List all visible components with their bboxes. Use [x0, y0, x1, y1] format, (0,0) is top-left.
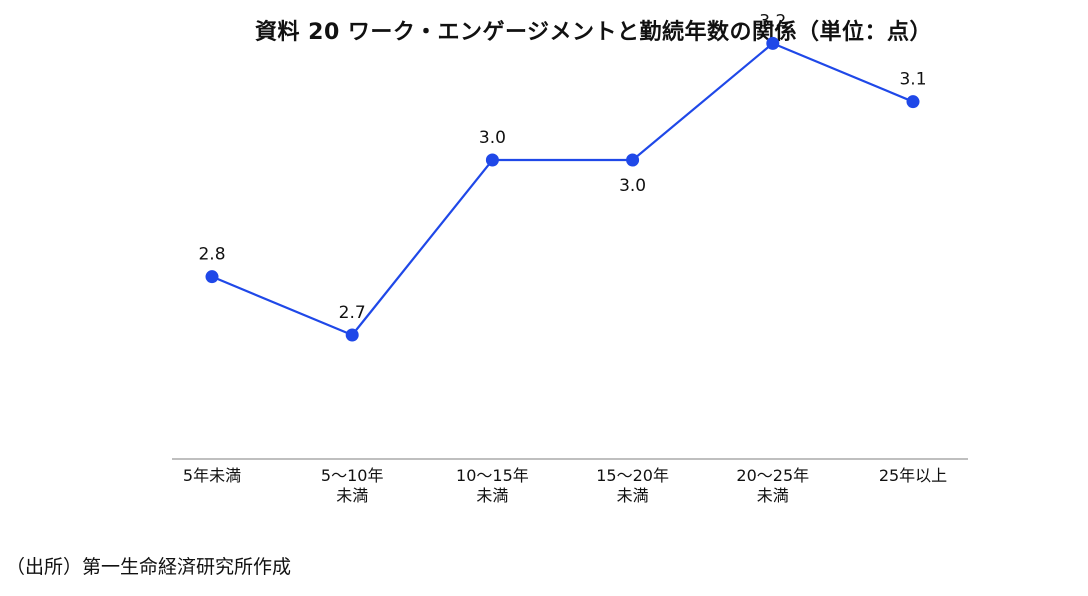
- x-tick-label: 25年以上: [879, 466, 947, 485]
- x-tick-label: 未満: [757, 486, 789, 505]
- x-tick-label: 10～15年: [456, 466, 529, 485]
- data-label: 3.0: [619, 176, 646, 196]
- data-point: [485, 153, 499, 167]
- x-tick-label: 未満: [476, 486, 508, 505]
- data-point: [626, 153, 640, 167]
- data-label: 3.2: [759, 11, 786, 31]
- x-tick-label: 5年未満: [183, 466, 241, 485]
- x-tick-label: 5～10年: [321, 466, 384, 485]
- data-point: [345, 328, 359, 342]
- x-tick-label: 15～20年: [596, 466, 669, 485]
- data-point: [205, 270, 219, 284]
- chart-title: 資料 20 ワーク・エンゲージメントと勤続年数の関係（単位：点）: [255, 20, 933, 45]
- series-line: [211, 42, 914, 337]
- data-label: 3.1: [899, 70, 926, 90]
- data-label: 2.8: [198, 245, 225, 265]
- data-label: 3.0: [479, 128, 506, 148]
- data-point: [906, 95, 920, 109]
- data-label: 2.7: [339, 303, 366, 323]
- x-tick-label: 20～25年: [736, 466, 809, 485]
- source-note: （出所）第一生命経済研究所作成: [6, 556, 292, 578]
- data-point: [766, 36, 780, 50]
- x-tick-label: 未満: [617, 486, 649, 505]
- x-tick-label: 未満: [336, 486, 368, 505]
